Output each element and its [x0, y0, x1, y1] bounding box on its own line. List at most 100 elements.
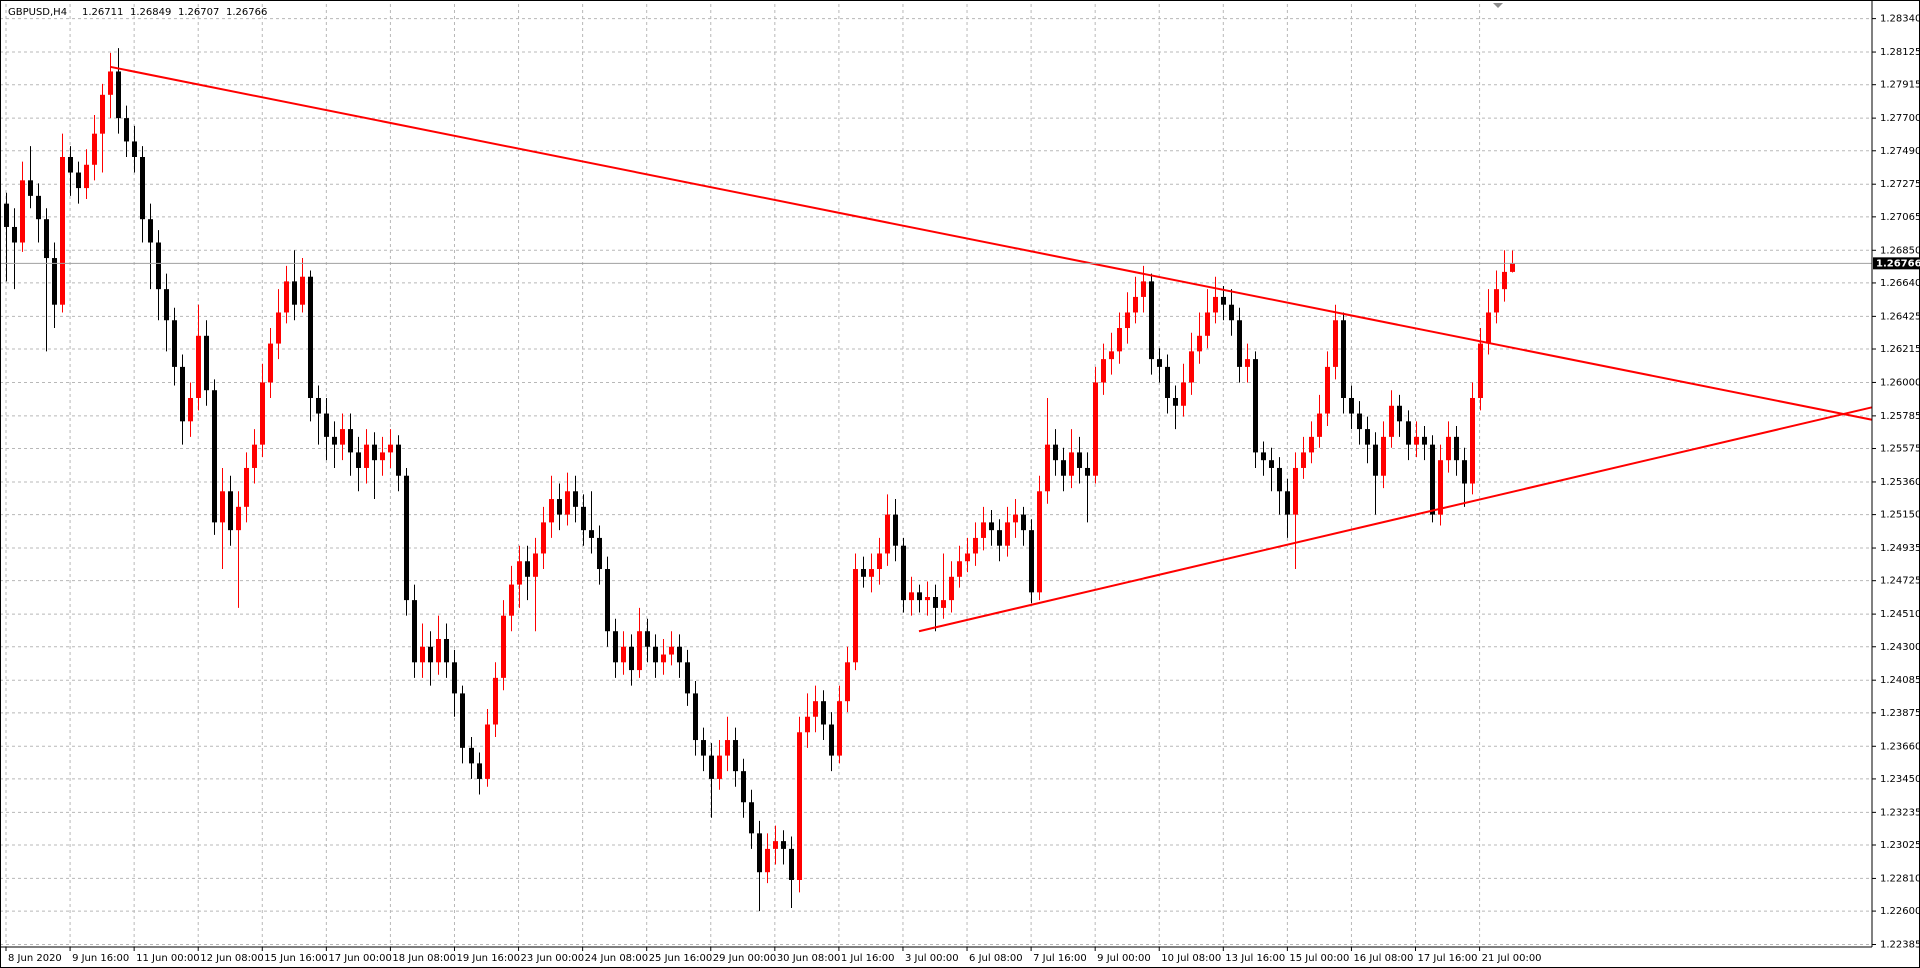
candle-body [1446, 436, 1451, 461]
candle-body [228, 491, 233, 531]
candle-body [1237, 320, 1242, 367]
candle-body [1293, 467, 1298, 515]
candle-body [1133, 296, 1138, 313]
candle-body [84, 164, 89, 189]
y-tick-label: 1.27065 [1880, 212, 1920, 223]
candle-body [1325, 366, 1330, 414]
candle-body [533, 553, 538, 577]
candle-body [1430, 444, 1435, 515]
x-tick-label: 16 Jul 08:00 [1353, 953, 1413, 964]
candle-body [637, 631, 642, 671]
candle-body [1221, 296, 1226, 305]
candle-body [276, 312, 281, 344]
open-value: 1.26711 [82, 7, 123, 18]
y-tick-label: 1.22810 [1880, 873, 1920, 884]
candle-body [869, 569, 874, 577]
candle-body [1470, 397, 1475, 484]
candle-body [549, 499, 554, 523]
candle-body [1053, 444, 1058, 461]
candle-body [1422, 436, 1427, 445]
candle-body [100, 94, 105, 134]
trend-line [109, 65, 1873, 421]
candle-body [236, 506, 241, 531]
candle-body [629, 646, 634, 671]
y-tick-label: 1.24510 [1880, 609, 1920, 620]
candle-body [805, 716, 810, 733]
x-tick-label: 13 Jul 16:00 [1225, 953, 1285, 964]
y-tick-label: 1.26215 [1880, 344, 1920, 355]
candle-body [485, 724, 490, 779]
x-tick-label: 12 Jun 08:00 [200, 953, 264, 964]
candle-body [1357, 413, 1362, 430]
candle-body [388, 444, 393, 453]
candle-body [340, 429, 345, 445]
candle-body [765, 848, 770, 873]
candle-body [685, 662, 690, 694]
candle-body [1494, 289, 1499, 313]
candle-body [901, 545, 906, 601]
x-tick-label: 25 Jun 16:00 [649, 953, 713, 964]
x-tick-label: 24 Jun 08:00 [585, 953, 649, 964]
candle-body [164, 289, 169, 321]
candle-body [501, 615, 506, 678]
candle-body [68, 156, 73, 173]
candle-body [1109, 351, 1114, 360]
candle-body [1197, 335, 1202, 352]
candle-body [92, 133, 97, 165]
candle-body [1373, 444, 1378, 476]
candle-body [140, 156, 145, 220]
candle-body [308, 276, 313, 398]
candle-body [669, 646, 674, 655]
candle-body [933, 597, 938, 608]
y-tick-label: 1.24935 [1880, 543, 1920, 554]
x-tick-label: 8 Jun 2020 [8, 953, 62, 964]
candle-body [1301, 452, 1306, 468]
y-tick-label: 1.22385 [1880, 940, 1920, 951]
candle-body [1077, 452, 1082, 468]
candle-body [1013, 514, 1018, 523]
x-tick-label: 18 Jun 08:00 [392, 953, 456, 964]
candle-body [1317, 413, 1322, 437]
candle-body [148, 219, 153, 243]
candle-body [997, 530, 1002, 546]
y-tick-label: 1.23875 [1880, 708, 1920, 719]
candle-body [1205, 312, 1210, 336]
candle-body [292, 281, 297, 305]
candle-body [1381, 436, 1386, 476]
y-tick-label: 1.24085 [1880, 675, 1920, 686]
bid-label: 1.26766 [1876, 258, 1920, 269]
candle-body [172, 320, 177, 367]
candle-body [332, 436, 337, 445]
candle-body [469, 747, 474, 764]
candle-body [1269, 460, 1274, 468]
candle-body [156, 242, 161, 290]
candle-body [709, 755, 714, 779]
candle-body [973, 537, 978, 554]
candle-body [420, 646, 425, 663]
candles [0, 48, 1873, 912]
candle-body [124, 118, 129, 142]
candle-body [1454, 436, 1459, 461]
candle-body [20, 180, 25, 243]
candle-body [925, 597, 930, 601]
candle-body [412, 600, 417, 663]
candle-body [605, 569, 610, 632]
candle-body [493, 677, 498, 725]
candle-body [212, 390, 217, 523]
candle-body [621, 646, 626, 663]
candle-body [1037, 491, 1042, 593]
candle-body [220, 491, 225, 523]
candle-body [460, 693, 465, 748]
candle-body [204, 335, 209, 391]
candle-body [1277, 467, 1282, 492]
candle-body [885, 514, 890, 554]
candle-body [589, 530, 594, 538]
candle-body [1069, 452, 1074, 476]
candle-body [653, 646, 658, 663]
candle-body [1061, 460, 1066, 476]
candle-body [541, 522, 546, 554]
candle-body [1093, 382, 1098, 476]
candle-body [76, 172, 81, 189]
x-tick-label: 15 Jun 16:00 [264, 953, 328, 964]
